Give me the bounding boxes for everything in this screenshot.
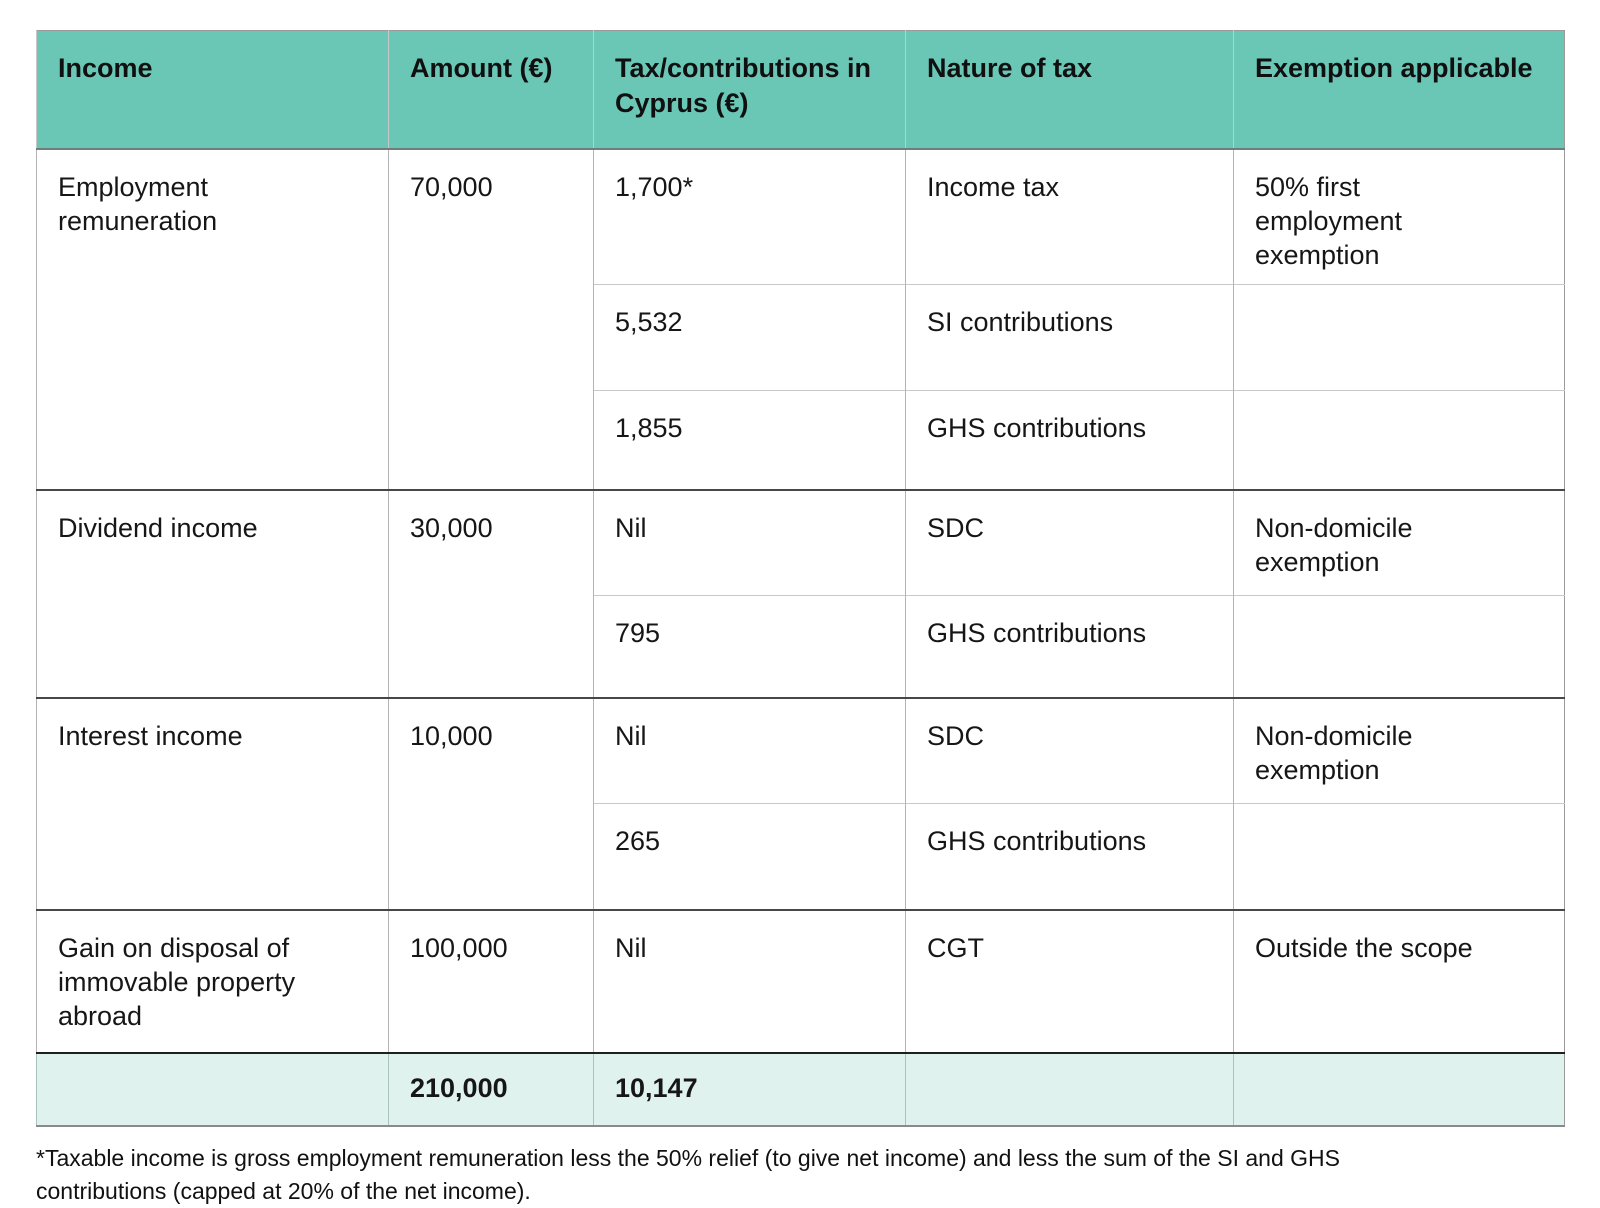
nature-cell: GHS contributions bbox=[905, 802, 1234, 910]
nature-cell: GHS contributions bbox=[905, 594, 1234, 698]
tax-cell: Nil bbox=[593, 697, 906, 803]
amount-cell: 70,000 bbox=[388, 148, 594, 490]
table-header: Income Amount (€) Tax/contributions in C… bbox=[36, 30, 1565, 150]
total-income-cell bbox=[36, 1052, 389, 1126]
table-row: 265 GHS contributions bbox=[37, 802, 1565, 910]
nature-cell: GHS contributions bbox=[905, 389, 1234, 490]
tax-summary-table: Income Amount (€) Tax/contributions in C… bbox=[36, 30, 1565, 1127]
total-row: 210,000 10,147 bbox=[36, 1052, 1565, 1126]
amount-cell: 100,000 bbox=[388, 909, 594, 1053]
table-row: Dividend income 30,000 Nil SDC Non-domicile … bbox=[36, 489, 1565, 698]
tax-cell: 1,700* bbox=[593, 148, 906, 284]
tax-cell: Nil bbox=[593, 489, 906, 595]
table-row: Employment remuneration 70,000 1,700* Incom… bbox=[36, 148, 1565, 490]
table-row: Gain on disposal of immovable property a… bbox=[36, 909, 1565, 1053]
exemption-cell: Non-domicile exemption bbox=[1233, 489, 1565, 595]
tax-cell: 1,855 bbox=[593, 389, 906, 490]
footnote: *Taxable income is gross employment remu… bbox=[36, 1145, 1340, 1204]
exemption-cell: Outside the scope bbox=[1233, 909, 1565, 1053]
amount-cell: 10,000 bbox=[388, 697, 594, 910]
nature-cell: Income tax bbox=[905, 148, 1234, 284]
table-row: 1,855 GHS contributions bbox=[37, 389, 1565, 490]
nature-cell: SI contributions bbox=[905, 283, 1234, 390]
col-header-exemption: Exemption applicable bbox=[1233, 30, 1565, 150]
col-header-amount: Amount (€) bbox=[388, 30, 594, 150]
nature-cell: SDC bbox=[905, 697, 1234, 803]
total-tax-cell: 10,147 bbox=[593, 1052, 906, 1126]
table-row: 5,532 SI contributions bbox=[37, 283, 1565, 390]
exemption-cell bbox=[1233, 802, 1565, 910]
col-header-nature: Nature of tax bbox=[905, 30, 1234, 150]
total-nature-cell bbox=[905, 1052, 1234, 1126]
col-header-tax: Tax/contributions in Cyprus (€) bbox=[593, 30, 906, 150]
table-body: Employment remuneration 70,000 1,700* Incom… bbox=[36, 148, 1565, 1126]
tax-cell: Nil bbox=[593, 909, 906, 1053]
income-cell: Gain on disposal of immovable property a… bbox=[36, 909, 389, 1053]
amount-cell: 30,000 bbox=[388, 489, 594, 698]
nature-cell: CGT bbox=[905, 909, 1234, 1053]
tax-cell: 265 bbox=[593, 802, 906, 910]
table-row: Interest income 10,000 Nil SDC Non-domicile … bbox=[36, 697, 1565, 910]
exemption-cell bbox=[1233, 389, 1565, 490]
tax-cell: 5,532 bbox=[593, 283, 906, 390]
income-cell: Employment remuneration bbox=[36, 148, 389, 490]
total-amount-cell: 210,000 bbox=[388, 1052, 594, 1126]
exemption-cell bbox=[1233, 594, 1565, 698]
income-cell: Dividend income bbox=[36, 489, 389, 698]
col-header-income: Income bbox=[36, 30, 389, 150]
nature-cell: SDC bbox=[905, 489, 1234, 595]
tax-cell: 795 bbox=[593, 594, 906, 698]
income-cell: Interest income bbox=[36, 697, 389, 910]
table-row: 795 GHS contributions bbox=[37, 594, 1565, 698]
total-exemption-cell bbox=[1233, 1052, 1565, 1126]
exemption-cell: 50% first employment exemption bbox=[1233, 148, 1565, 284]
exemption-cell: Non-domicile exemption bbox=[1233, 697, 1565, 803]
header-row: Income Amount (€) Tax/contributions in C… bbox=[36, 30, 1565, 150]
exemption-cell bbox=[1233, 283, 1565, 390]
